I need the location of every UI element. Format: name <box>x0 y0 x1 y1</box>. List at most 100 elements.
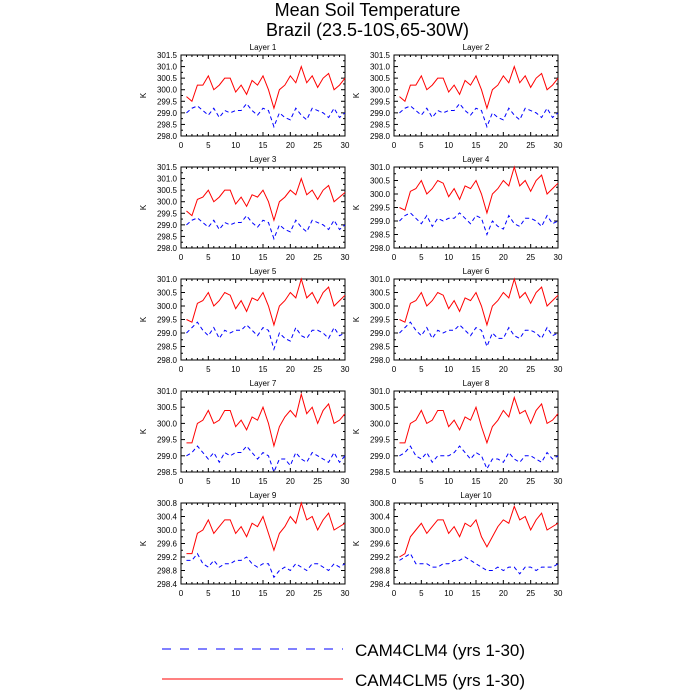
x-tick-label: 10 <box>231 141 240 150</box>
x-tick-label: 30 <box>341 141 350 150</box>
y-tick-label: 298.8 <box>370 567 391 576</box>
series-line-clm5 <box>186 277 346 327</box>
y-tick-label: 299.6 <box>157 540 178 549</box>
chart-panel-3: Layer 3 K 298.0 298.5 299.0 299.5 300.0 300.5 30… <box>139 155 350 262</box>
series-line-clm4 <box>399 552 559 575</box>
x-tick-label: 0 <box>392 477 397 486</box>
panel-title: Layer 8 <box>463 379 490 388</box>
chart-panel-8: Layer 8 K 298.5 299.0 299.5 300.0 300.5 301.0 0 5… <box>352 379 563 486</box>
panel-title: Layer 5 <box>250 267 277 276</box>
y-tick-label: 300.5 <box>370 177 391 186</box>
y-tick-label: 300.0 <box>157 302 178 311</box>
x-tick-label: 15 <box>259 477 268 486</box>
x-tick-label: 30 <box>341 477 350 486</box>
y-axis-label: K <box>139 92 148 98</box>
chart-panel-6: Layer 6 K 298.0 298.5 299.0 299.5 300.0 300.5 30… <box>352 267 563 374</box>
x-tick-label: 10 <box>231 589 240 598</box>
series-line-clm4 <box>399 212 559 236</box>
y-axis-label: K <box>139 204 148 210</box>
x-tick-label: 0 <box>179 253 184 262</box>
x-tick-label: 0 <box>179 365 184 374</box>
x-tick-label: 20 <box>499 477 508 486</box>
x-tick-label: 10 <box>444 365 453 374</box>
x-tick-label: 5 <box>206 589 211 598</box>
chart-panel-2: Layer 2 K 298.0 298.5 299.0 299.5 300.0 300.5 30… <box>352 43 563 150</box>
y-tick-label: 299.0 <box>370 217 391 226</box>
chart-panel-1: Layer 1 K 298.0 298.5 299.0 299.5 300.0 300.5 30… <box>139 43 350 150</box>
y-tick-label: 298.0 <box>370 244 391 253</box>
x-tick-label: 5 <box>206 253 211 262</box>
series-line-clm4 <box>399 445 559 470</box>
y-tick-label: 298.5 <box>157 468 178 477</box>
series-line-clm5 <box>186 65 346 110</box>
x-tick-label: 20 <box>286 365 295 374</box>
x-tick-label: 15 <box>472 253 481 262</box>
y-tick-label: 300.0 <box>157 86 178 95</box>
series-line-clm5 <box>186 501 346 555</box>
plot-frame <box>180 502 346 585</box>
y-tick-label: 300.8 <box>370 499 391 508</box>
series-line-clm5 <box>399 65 559 110</box>
x-tick-label: 0 <box>392 589 397 598</box>
x-tick-label: 15 <box>259 365 268 374</box>
x-tick-label: 25 <box>526 365 535 374</box>
y-tick-label: 299.2 <box>370 553 391 562</box>
x-tick-label: 0 <box>179 589 184 598</box>
y-tick-label: 301.0 <box>370 275 391 284</box>
y-tick-label: 300.5 <box>157 403 178 412</box>
y-tick-label: 300.5 <box>370 403 391 412</box>
x-tick-label: 10 <box>231 253 240 262</box>
x-tick-label: 5 <box>206 477 211 486</box>
figure-subtitle: Brazil (23.5-10S,65-30W) <box>265 20 470 40</box>
series-line-clm4 <box>399 321 559 348</box>
y-tick-label: 300.0 <box>157 198 178 207</box>
y-tick-label: 299.5 <box>157 436 178 445</box>
y-tick-label: 299.0 <box>157 329 178 338</box>
y-tick-label: 299.0 <box>370 452 391 461</box>
figure-title-block: Mean Soil Temperature Brazil (23.5-10S,6… <box>0 0 700 40</box>
x-tick-label: 5 <box>206 141 211 150</box>
y-tick-label: 300.4 <box>370 513 391 522</box>
x-tick-label: 25 <box>313 589 322 598</box>
plot-frame <box>393 502 559 585</box>
x-tick-label: 25 <box>526 589 535 598</box>
y-tick-label: 299.5 <box>370 204 391 213</box>
series-line-clm5 <box>186 392 346 449</box>
chart-panel-4: Layer 4 K 298.0 298.5 299.0 299.5 300.0 300.5 30… <box>352 155 563 262</box>
y-tick-label: 301.0 <box>157 63 178 72</box>
y-tick-label: 298.0 <box>157 356 178 365</box>
series-line-clm4 <box>399 102 559 129</box>
x-tick-label: 25 <box>313 253 322 262</box>
y-axis-label: K <box>352 204 361 210</box>
x-tick-label: 10 <box>231 365 240 374</box>
y-tick-label: 298.5 <box>157 120 178 129</box>
chart-panel-9: Layer 9 K 298.4 298.8 299.2 299.6 300.0 300.4 30… <box>139 491 350 598</box>
x-tick-label: 25 <box>526 141 535 150</box>
y-axis-label: K <box>139 428 148 434</box>
y-axis-label: K <box>352 428 361 434</box>
y-tick-label: 300.0 <box>370 190 391 199</box>
y-axis-label: K <box>139 540 148 546</box>
y-tick-label: 301.0 <box>370 387 391 396</box>
panel-title: Layer 4 <box>463 155 490 164</box>
x-tick-label: 15 <box>259 253 268 262</box>
chart-panel-10: Layer 10 K 298.4 298.8 299.2 299.6 300.0 300.4 3… <box>352 491 563 598</box>
y-tick-label: 298.5 <box>157 232 178 241</box>
plot-frame <box>393 54 559 137</box>
y-tick-label: 300.0 <box>370 526 391 535</box>
x-tick-label: 20 <box>499 365 508 374</box>
panel-title: Layer 2 <box>463 43 490 52</box>
series-line-clm5 <box>399 395 559 445</box>
x-tick-label: 15 <box>259 589 268 598</box>
y-tick-label: 300.5 <box>370 289 391 298</box>
x-tick-label: 5 <box>206 365 211 374</box>
panel-title: Layer 7 <box>250 379 277 388</box>
y-tick-label: 299.2 <box>157 553 178 562</box>
y-tick-label: 301.5 <box>157 51 178 60</box>
series-line-clm4 <box>186 445 346 474</box>
y-tick-label: 299.5 <box>370 436 391 445</box>
plot-frame <box>393 166 559 249</box>
y-tick-label: 298.5 <box>370 343 391 352</box>
plot-frame <box>393 278 559 361</box>
